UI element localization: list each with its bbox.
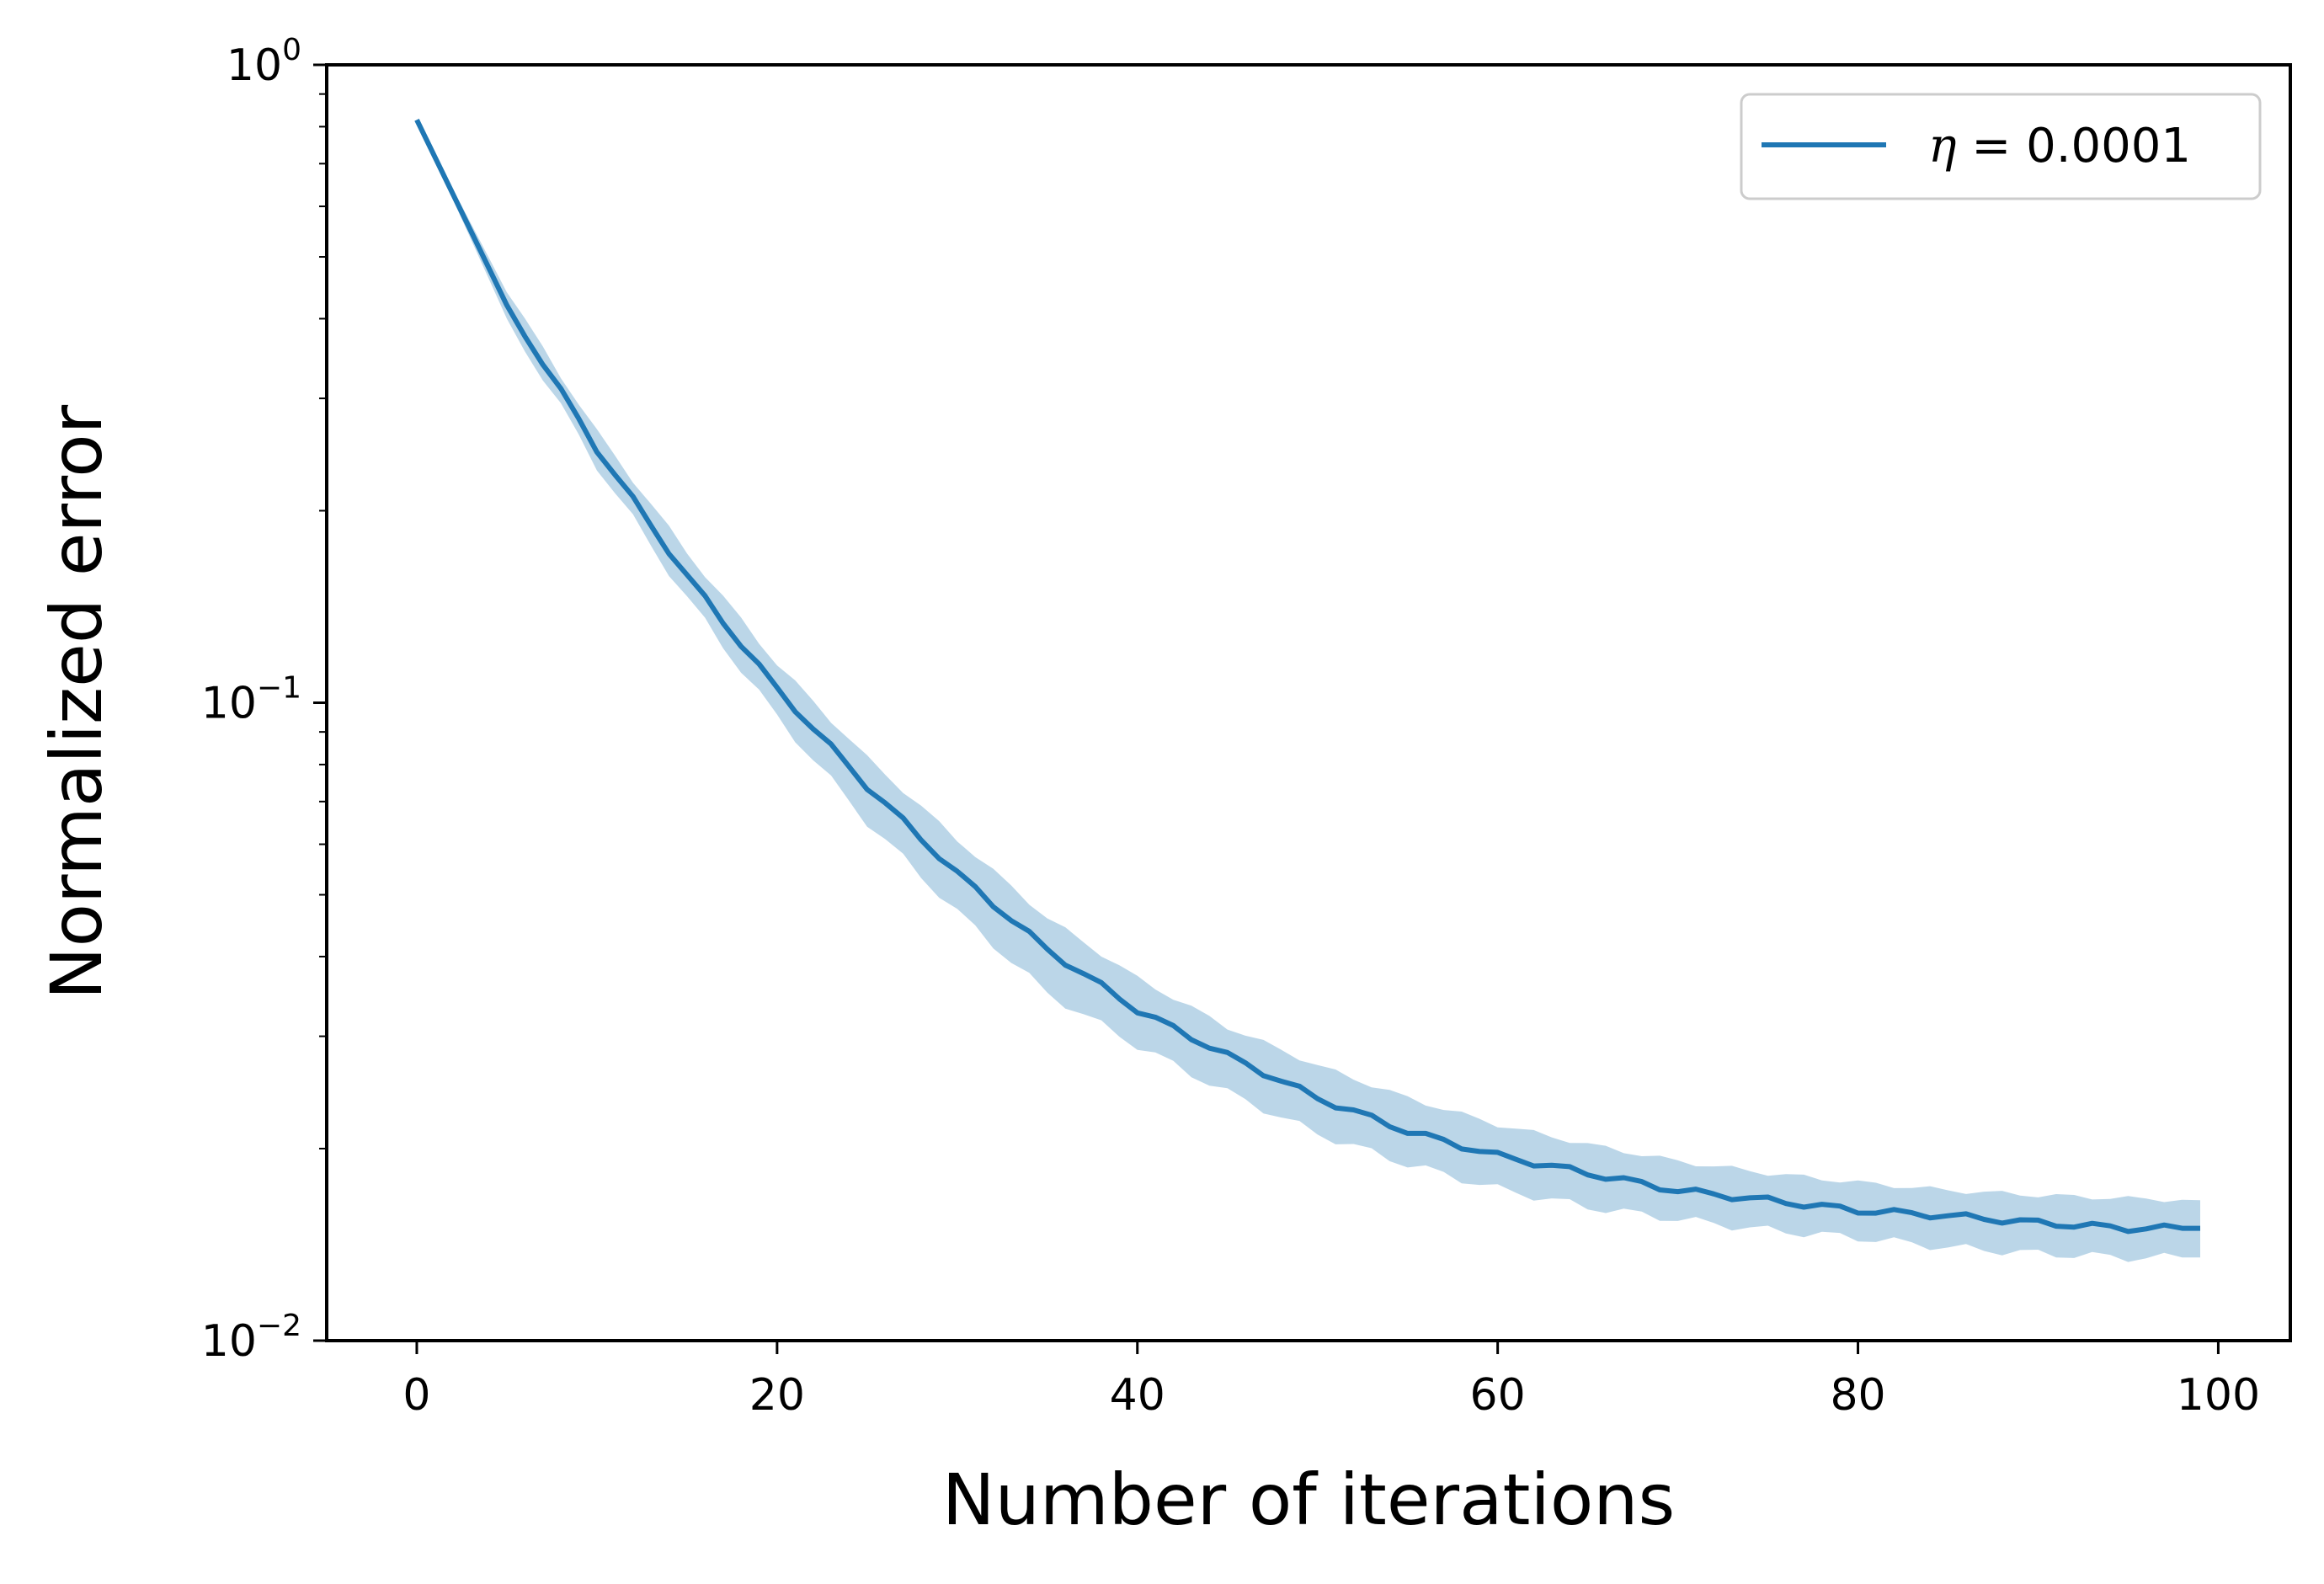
legend-label-value: = 0.0001 bbox=[1957, 119, 2191, 173]
x-tick-label: 20 bbox=[749, 1370, 805, 1421]
series-line-layer bbox=[414, 118, 2200, 1235]
x-tick-label: 0 bbox=[402, 1370, 430, 1421]
legend-label-symbol: η bbox=[1928, 119, 1957, 173]
series-line bbox=[414, 118, 2200, 1235]
x-axis-ticks: 0 20 40 60 80 100 bbox=[402, 1341, 2260, 1421]
x-tick-label: 40 bbox=[1110, 1370, 1165, 1421]
confidence-band-layer bbox=[417, 120, 2200, 1262]
x-axis-label: Number of iterations bbox=[942, 1459, 1675, 1541]
x-tick-label: 100 bbox=[2177, 1370, 2260, 1421]
y-axis-label: Normalized error bbox=[35, 404, 118, 1000]
y-tick-label: 100 bbox=[227, 33, 301, 91]
legend-box bbox=[1740, 93, 2262, 200]
series-confidence-band bbox=[417, 120, 2200, 1262]
legend-label: η = 0.0001 bbox=[1928, 119, 2191, 173]
y-tick-label: 10−1 bbox=[201, 671, 301, 729]
x-tick-label: 60 bbox=[1470, 1370, 1526, 1421]
y-axis-ticks: 100 10−1 10−2 bbox=[201, 33, 327, 1367]
legend: η = 0.0001 bbox=[1740, 93, 2262, 200]
plot-area-frame bbox=[325, 63, 2292, 1342]
y-tick-label: 10−2 bbox=[201, 1309, 301, 1367]
x-tick-label: 80 bbox=[1830, 1370, 1885, 1421]
